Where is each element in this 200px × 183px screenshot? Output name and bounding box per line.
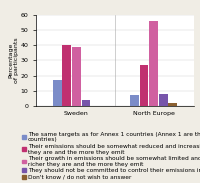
Bar <box>62 45 71 106</box>
Legend: The same targets as for Annex 1 countries (Annex 1 are the developed
countries),: The same targets as for Annex 1 countrie… <box>20 129 200 182</box>
Bar <box>130 96 139 106</box>
Bar <box>72 47 81 106</box>
Bar <box>53 80 62 106</box>
Bar <box>168 103 177 106</box>
Y-axis label: Percentage
of participants: Percentage of participants <box>8 38 19 83</box>
Bar <box>159 94 168 106</box>
Bar <box>82 100 90 106</box>
Bar <box>140 65 148 106</box>
Bar <box>149 21 158 106</box>
